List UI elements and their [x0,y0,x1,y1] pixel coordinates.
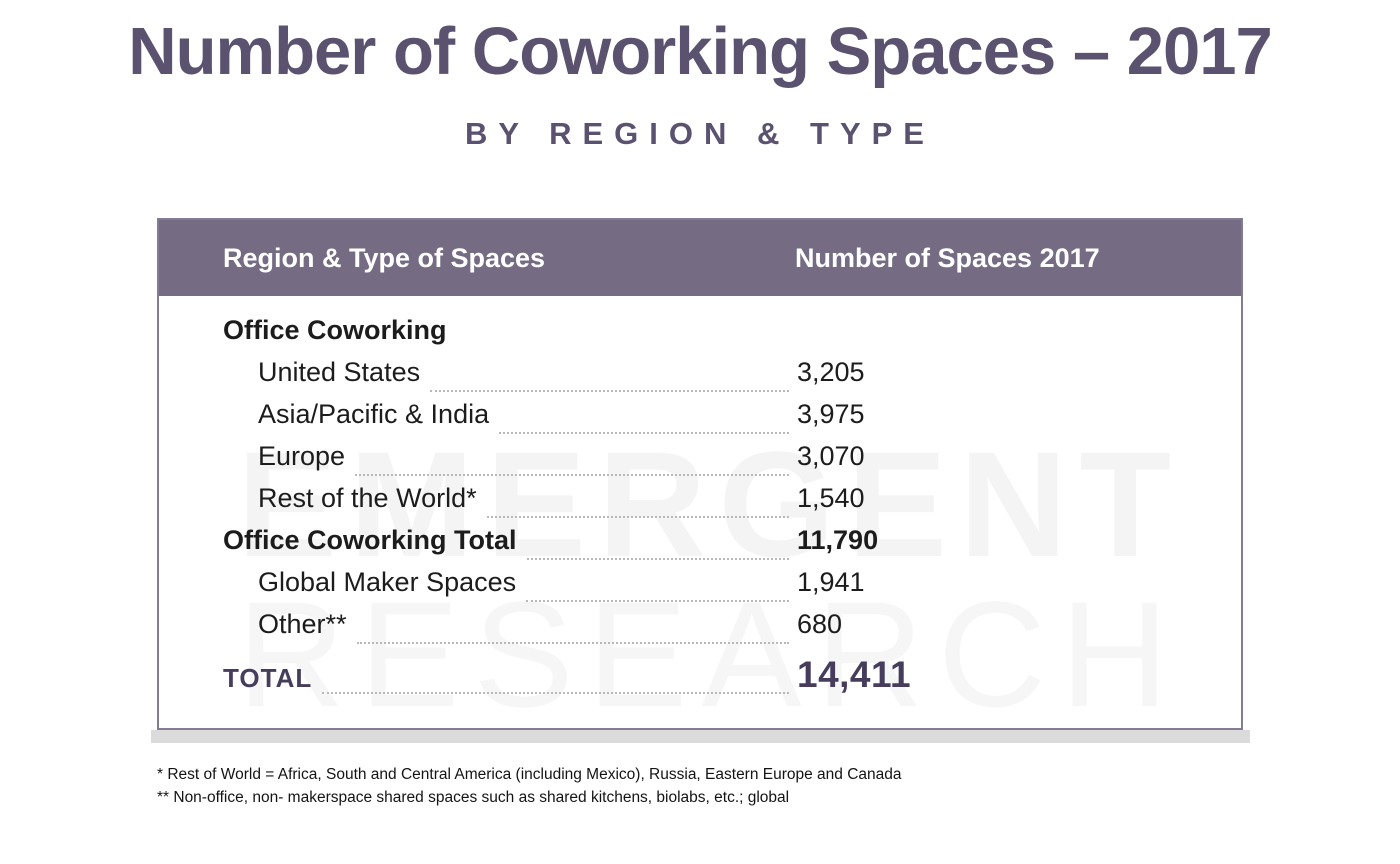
table-row-office-coworking: Office Coworking [159,315,1241,357]
dotted-leader [499,432,789,434]
table-row-global-maker-spaces: Global Maker Spaces 1,941 [159,567,1241,609]
footnote-other: ** Non-office, non- makerspace shared sp… [157,788,790,806]
row-value: 1,941 [797,567,865,597]
row-value: 680 [797,609,843,639]
row-label: Rest of the World* [258,483,477,513]
page-subtitle: BY REGION & TYPE [465,116,935,151]
row-value: 1,540 [797,483,865,513]
row-value: 11,790 [797,525,879,555]
table-row-united-states: United States 3,205 [159,357,1241,399]
dotted-leader [430,390,789,392]
table-row-office-coworking-total: Office Coworking Total 11,790 [159,525,1241,567]
watermark-line-2: RESEARCH [237,570,1183,730]
table-row-grand-total: TOTAL 14,411 [159,654,1241,702]
row-label: Office Coworking Total [223,525,517,555]
table-card-shadow [151,730,1250,743]
emergent-research-watermark: EMERGENT RESEARCH [237,420,1184,730]
page-title: Number of Coworking Spaces – 2017 [128,14,1273,89]
dotted-leader [322,692,789,694]
table-row-europe: Europe 3,070 [159,441,1241,483]
row-value: 3,205 [797,357,865,387]
column-header-number-2017: Number of Spaces 2017 [795,242,1100,273]
row-label: Office Coworking [223,315,447,345]
dotted-leader [526,558,789,560]
table-row-other: Other** 680 [159,609,1241,651]
table-row-asia-pacific-india: Asia/Pacific & India 3,975 [159,399,1241,441]
total-value: 14,411 [797,654,912,695]
dotted-leader [486,516,789,518]
row-label: United States [258,357,421,387]
row-label: Other** [258,609,347,639]
dotted-leader [356,642,789,644]
table-card: Region & Type of Spaces Number of Spaces… [157,218,1243,730]
row-value: 3,070 [797,441,865,471]
watermark-line-1: EMERGENT [237,420,1184,588]
row-value: 3,975 [797,399,865,429]
footnotes: * Rest of World = Africa, South and Cent… [157,764,902,809]
column-header-region-type: Region & Type of Spaces [223,242,546,273]
table-header-band: Region & Type of Spaces Number of Spaces… [159,220,1241,296]
total-label: TOTAL [223,663,313,693]
footnote-rest-of-world: * Rest of World = Africa, South and Cent… [157,766,902,783]
table-row-rest-of-world: Rest of the World* 1,540 [159,483,1241,525]
row-label: Europe [258,441,346,471]
row-label: Asia/Pacific & India [258,399,490,429]
table-body: EMERGENT RESEARCH Office Coworking Unite… [159,296,1241,728]
dotted-leader [355,474,789,476]
row-label: Global Maker Spaces [258,567,517,597]
dotted-leader [526,600,789,602]
